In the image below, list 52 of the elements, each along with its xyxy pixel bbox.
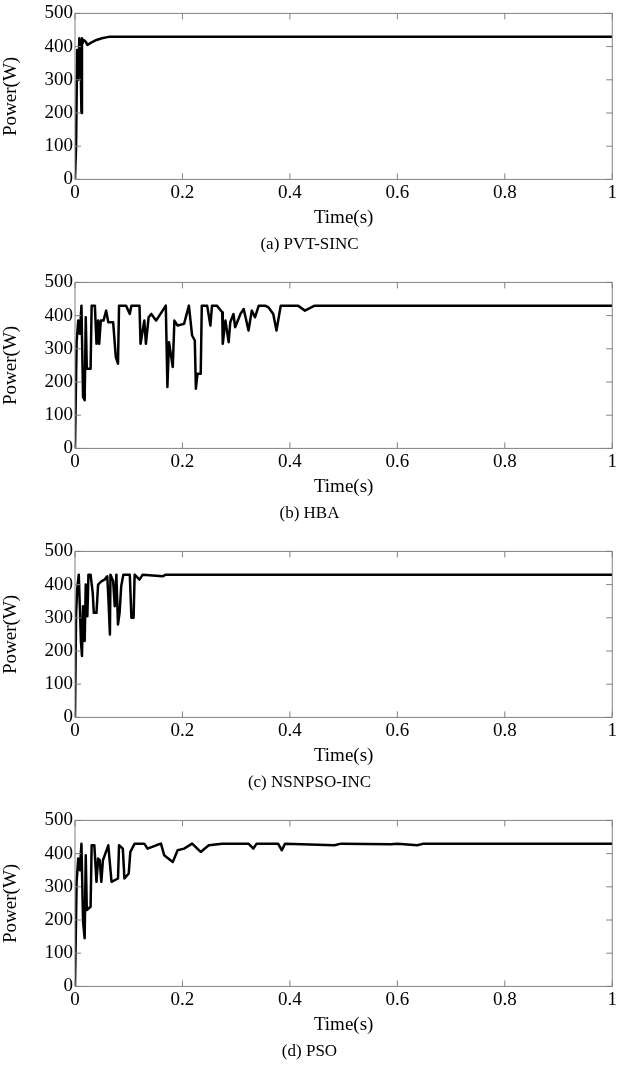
text: (d) PSO <box>280 1040 339 1062</box>
x-axis-title: Time(s) <box>313 474 374 497</box>
y-tick-label: 500 <box>44 1 73 23</box>
y-axis-title: Power(W) <box>0 863 22 943</box>
x-tick-label: 1 <box>607 987 617 1009</box>
x-axis-title: Time(s) <box>313 1012 374 1035</box>
x-tick-label: 0.8 <box>492 718 517 740</box>
y-tick-label: 400 <box>44 303 73 325</box>
x-axis-title: Time(s) <box>313 205 374 228</box>
y-tick-label: 400 <box>44 841 73 863</box>
y-tick-label: 100 <box>44 672 73 694</box>
text: (c) NSNPSO-INC <box>246 771 373 793</box>
y-axis-title: Power(W) <box>0 325 22 405</box>
y-tick-label: 100 <box>44 134 73 156</box>
y-axis-title: Power(W) <box>0 594 22 674</box>
x-tick-label: 0.6 <box>385 180 410 202</box>
x-axis-title: Time(s) <box>313 743 374 766</box>
y-tick-label: 500 <box>44 808 73 830</box>
y-tick-label: 300 <box>44 336 73 358</box>
x-tick-label: 0.6 <box>385 718 410 740</box>
y-tick-label: 400 <box>44 34 73 56</box>
y-axis-title: Power(W) <box>0 56 22 136</box>
x-tick-label: 0.4 <box>278 718 303 740</box>
y-tick-label: 300 <box>44 605 73 627</box>
y-tick-label: 500 <box>44 270 73 292</box>
x-tick-label: 0.6 <box>385 449 410 471</box>
x-tick-label: 0.6 <box>385 987 410 1009</box>
y-tick-label: 200 <box>44 907 73 929</box>
x-tick-label: 1 <box>607 449 617 471</box>
x-tick-label: 0.8 <box>492 987 517 1009</box>
x-tick-label: 0.4 <box>278 449 303 471</box>
x-tick-label: 0.2 <box>170 180 195 202</box>
text: (a) PVT-SINC <box>259 233 360 255</box>
x-tick-label: 0.8 <box>492 449 517 471</box>
y-tick-label: 100 <box>44 941 73 963</box>
y-tick-label: 300 <box>44 67 73 89</box>
y-tick-label: 300 <box>44 874 73 896</box>
text: (b) HBA <box>278 502 341 524</box>
x-tick-label: 1 <box>607 718 617 740</box>
y-tick-label: 200 <box>44 369 73 391</box>
y-tick-label: 500 <box>44 539 73 561</box>
x-tick-label: 0.2 <box>170 449 195 471</box>
x-tick-label: 0.4 <box>278 987 303 1009</box>
y-tick-label: 400 <box>44 572 73 594</box>
x-tick-label: 0.2 <box>170 987 195 1009</box>
y-tick-label: 100 <box>44 403 73 425</box>
x-tick-label: 0.2 <box>170 718 195 740</box>
y-tick-label: 200 <box>44 100 73 122</box>
x-tick-label: 0.8 <box>492 180 517 202</box>
x-tick-label: 1 <box>607 180 617 202</box>
y-tick-label: 200 <box>44 638 73 660</box>
x-tick-label: 0.4 <box>278 180 303 202</box>
